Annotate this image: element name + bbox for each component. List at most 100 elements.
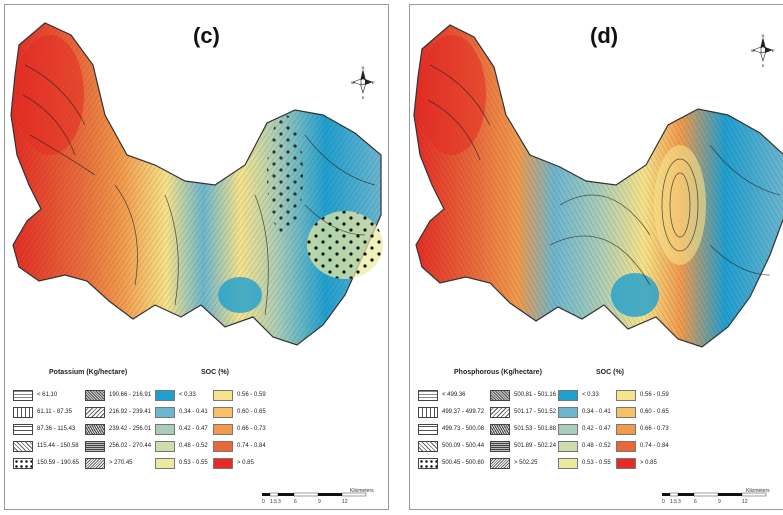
west-label: W [351,80,355,85]
legend-swatch [558,406,578,418]
legend-swatch [155,406,175,418]
legend-label: 501.17 - 501.52 [514,409,557,415]
legend-label: 0.53 - 0.55 [582,460,611,466]
legend-label: 501.53 - 501.88 [514,426,557,432]
legend-swatch [616,389,636,401]
nutrient-legend-item: 150.59 - 190.65 [13,457,79,469]
soc-legend-item: 0.66 - 0.73 [213,423,266,435]
map-panel-d: (d) N S W E Phosphorous (Kg/hectare) SOC… [409,4,783,510]
legend-swatch [155,423,175,435]
soc-legend-item: 0.66 - 0.73 [616,423,669,435]
soc-legend-item: 0.42 - 0.47 [558,423,611,435]
west-label: W [751,48,755,53]
legend-swatch [616,406,636,418]
soc-legend-item: 0.60 - 0.65 [213,406,266,418]
legend-swatch [85,389,105,401]
soc-legend-item: 0.53 - 0.55 [155,457,208,469]
soc-legend-item: 0.74 - 0.84 [616,440,669,452]
legend-swatch [85,440,105,452]
nutrient-legend-item: 190.66 - 216.91 [85,389,151,401]
scale-bar-d [662,492,767,497]
legend-swatch [616,457,636,469]
panel-label-c: (c) [193,23,220,48]
scale-tick-label: 12 [742,499,748,505]
legend-swatch [490,389,510,401]
scale-tick-label: 0 [262,499,265,505]
soc-surface-map-c [10,22,383,346]
nutrient-legend-item: 216.92 - 239.41 [85,406,151,418]
scale-tick-label: 1.5 [270,499,277,505]
legend-swatch [490,457,510,469]
legend-label: < 61.10 [37,392,58,398]
legend-swatch [13,423,33,435]
legend-swatch [13,406,33,418]
scale-unit-d: Kilometers [746,488,770,494]
legend-swatch [155,440,175,452]
legend-label: 150.59 - 190.65 [37,460,80,466]
legend-label: < 0.33 [179,392,196,398]
nutrient-legend-item: 499.73 - 500.08 [418,423,484,435]
panel-label-d: (d) [590,23,619,48]
legend-label: 0.53 - 0.55 [179,460,208,466]
soc-legend-item: > 0.85 [213,457,254,469]
south-label: S [762,63,765,67]
soc-legend-item: 0.34 - 0.41 [558,406,611,418]
legend-swatch [418,440,438,452]
legend-swatch [558,389,578,401]
nutrient-legend-item: 115.44 - 150.58 [13,440,79,452]
legend-swatch [213,389,233,401]
legend-label: 0.34 - 0.41 [179,409,208,415]
legend-swatch [213,440,233,452]
soc-legend-item: 0.48 - 0.52 [558,440,611,452]
soc-legend-item: 0.74 - 0.84 [213,440,266,452]
legend-label: > 0.85 [237,460,254,466]
scale-tick-label: 1.5 [670,499,677,505]
map-panel-c: (c) N S W E Potassium (Kg/hectare) SOC (… [4,4,389,510]
legend-label: 0.66 - 0.73 [237,426,266,432]
legend-label: 0.60 - 0.65 [237,409,266,415]
legend-swatch [418,457,438,469]
nutrient-legend-item: < 61.10 [13,389,57,401]
legend-swatch [490,406,510,418]
legend-label: > 270.45 [109,460,133,466]
nutrient-legend-item: 500.45 - 500.80 [418,457,484,469]
north-arrow-icon: N S W E [351,65,375,99]
legend-label: 500.45 - 500.80 [442,460,485,466]
legend-label: 499.73 - 500.08 [442,426,485,432]
nutrient-legend-item: < 499.36 [418,389,466,401]
legend-swatch [13,389,33,401]
nutrient-legend-item: 499.37 - 499.72 [418,406,484,418]
north-arrow-icon: N S W E [751,33,775,67]
legend-label: 499.37 - 499.72 [442,409,485,415]
legend-swatch [155,457,175,469]
legend-label: 0.34 - 0.41 [582,409,611,415]
soc-legend-item: 0.48 - 0.52 [155,440,208,452]
soc-legend-item: 0.42 - 0.47 [155,423,208,435]
legend-label: 190.66 - 216.91 [109,392,152,398]
legend-label: 0.74 - 0.84 [237,443,266,449]
legend-swatch [558,423,578,435]
legend-swatch [85,457,105,469]
scale-tick-label: 3 [678,499,681,505]
legend-swatch [558,457,578,469]
legend-label: < 499.36 [442,392,466,398]
legend-swatch [490,423,510,435]
soc-legend-item: 0.53 - 0.55 [558,457,611,469]
scale-tick-label: 12 [342,499,348,505]
scale-unit-c: Kilometers [350,488,374,494]
legend-label: 115.44 - 150.58 [37,443,79,449]
soc-legend-title: SOC (%) [201,369,229,376]
legend-label: 0.56 - 0.59 [640,392,669,398]
nutrient-legend-item: 500.09 - 500.44 [418,440,484,452]
legend-label: > 502.25 [514,460,538,466]
legend-label: 0.56 - 0.59 [237,392,266,398]
north-label: N [362,65,365,70]
nutrient-legend-item: > 270.45 [85,457,133,469]
nutrient-legend-title: Potassium (Kg/hectare) [49,369,128,376]
legend-label: 256.02 - 270.44 [109,443,152,449]
nutrient-legend-item: 501.89 - 502.24 [490,440,556,452]
legend-label: 0.74 - 0.84 [640,443,669,449]
legend-swatch [418,406,438,418]
soc-surface-map-d [413,24,783,348]
nutrient-legend-item: 87.36 - 115.43 [13,423,75,435]
